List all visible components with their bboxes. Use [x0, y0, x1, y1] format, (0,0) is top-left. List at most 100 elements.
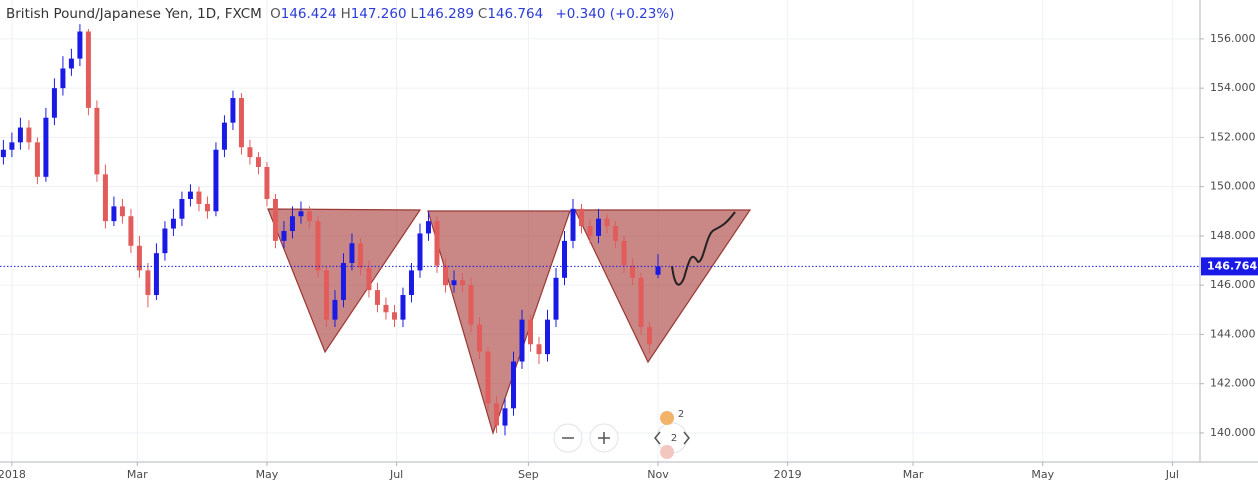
event-flag[interactable] [660, 445, 674, 459]
candle-body [264, 166, 270, 199]
ohlc-value: 146.424 [280, 6, 337, 22]
candle-body [340, 263, 346, 300]
candle-body [468, 285, 474, 325]
candle-body [162, 228, 168, 254]
y-tick-label: 142.000 [1210, 377, 1256, 390]
candle-body [26, 127, 32, 143]
candle-body [366, 267, 372, 291]
candle-body [238, 98, 244, 148]
candle-body [128, 216, 134, 246]
candle-body [476, 324, 482, 352]
ohlc-key: H [340, 6, 351, 22]
x-tick-label: Jul [389, 468, 403, 481]
candle-body [323, 270, 329, 320]
zoom-controls [553, 411, 690, 459]
symbol-title: British Pound/Japanese Yen, 1D, FXCM [6, 6, 262, 22]
candle-body [391, 312, 397, 320]
candle-body [510, 361, 516, 409]
candle-body [255, 157, 261, 167]
candle-body [630, 265, 636, 278]
candle-body [655, 266, 661, 275]
y-tick-label: 146.000 [1210, 278, 1256, 291]
candle-body [425, 221, 431, 234]
candle-body [434, 221, 440, 266]
x-tick-label: Nov [647, 468, 669, 481]
x-tick-label: Mar [127, 468, 148, 481]
candle-body [553, 277, 559, 320]
candle-body [315, 221, 321, 271]
y-tick-label: 156.000 [1210, 32, 1256, 45]
drawings [267, 208, 752, 435]
last-price-label: 146.764 [1207, 259, 1257, 272]
projection-curve [671, 211, 736, 286]
y-tick-label: 154.000 [1210, 81, 1256, 94]
candle-body [0, 149, 6, 158]
x-tick-label: May [1031, 468, 1054, 481]
event-badge-count: 2 [671, 433, 677, 444]
x-tick-label: Jul [1165, 468, 1179, 481]
candle-body [519, 319, 525, 362]
legend-header: British Pound/Japanese Yen, 1D, FXCM O14… [6, 6, 678, 22]
pattern-shoulder [574, 209, 752, 364]
candle-body [145, 270, 151, 296]
candle-body [247, 147, 253, 158]
candle-body [332, 299, 338, 320]
candle-body [230, 98, 236, 123]
candle-body [213, 149, 219, 212]
candle-body [94, 107, 100, 175]
change: +0.340 (+0.23%) [555, 6, 675, 22]
candle-body [77, 31, 83, 59]
candle-body [179, 198, 185, 219]
x-tick-label: 2018 [0, 468, 26, 481]
candle-body [221, 122, 227, 150]
candle-body [459, 280, 465, 286]
candle-body [289, 216, 295, 231]
event-flag[interactable] [660, 411, 674, 425]
ohlc-value: 146.289 [418, 6, 474, 22]
x-tick-label: Mar [903, 468, 924, 481]
candle-body [17, 127, 23, 143]
candle-body [170, 218, 176, 229]
candle-body [536, 344, 542, 355]
candle-body [374, 290, 380, 305]
plus-icon [598, 432, 610, 444]
candle-body [349, 243, 355, 264]
x-tick-label: 2019 [774, 468, 802, 481]
candle-body [562, 240, 568, 278]
candle-body [357, 243, 363, 268]
ohlc-value: 147.260 [350, 6, 407, 22]
y-tick-label: 150.000 [1210, 180, 1256, 193]
y-tick-label: 152.000 [1210, 130, 1256, 143]
candle-body [383, 304, 389, 313]
candle-body [204, 203, 210, 212]
candle-body [85, 31, 91, 108]
candle-body [9, 142, 15, 150]
candle-body [136, 245, 142, 271]
candle-body [187, 191, 193, 199]
candle-body [43, 117, 49, 177]
candle-body [60, 68, 66, 89]
candle-body [408, 270, 414, 296]
nav-arrows [654, 431, 690, 445]
candle-body [502, 408, 508, 426]
candle-body [298, 211, 304, 217]
y-tick-label: 140.000 [1210, 426, 1256, 439]
candle-body [613, 226, 619, 241]
candle-body [527, 319, 533, 345]
candle-body [579, 208, 585, 227]
candle-body [102, 174, 108, 222]
candle-body [400, 295, 406, 320]
candle-body [281, 231, 287, 241]
candle-body [604, 218, 610, 227]
x-tick-label: May [256, 468, 279, 481]
candle-body [153, 253, 159, 296]
candle-body [272, 198, 278, 241]
x-tick-label: Sep [518, 468, 539, 481]
candle-body [306, 211, 312, 222]
candle-body [545, 319, 551, 355]
candle-body [68, 58, 74, 69]
ohlc-key: O [270, 6, 281, 22]
y-tick-label: 144.000 [1210, 327, 1256, 340]
